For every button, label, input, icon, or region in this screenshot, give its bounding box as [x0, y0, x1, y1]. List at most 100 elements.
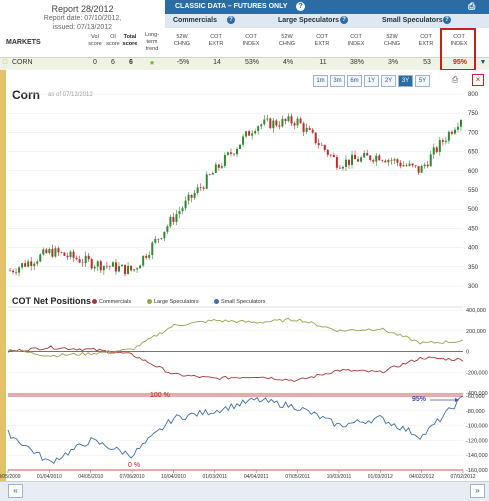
price-candle — [178, 211, 181, 215]
price-candle — [63, 252, 66, 256]
price-candle — [257, 126, 260, 132]
zoom-1y-button[interactable]: 1Y — [364, 75, 379, 87]
price-candle — [18, 267, 21, 273]
comm-cot-index: COT INDEX — [242, 34, 260, 47]
net-tick-label: -200,000 — [466, 370, 488, 376]
price-candle — [399, 162, 402, 167]
print-icon[interactable]: ⎙ — [468, 1, 476, 11]
price-candle — [66, 255, 69, 258]
small-tick-label: -160,000 — [466, 468, 488, 474]
report-title: Report 28/2012 — [51, 4, 114, 14]
small-52w-chng: 52W CHNG — [383, 34, 401, 47]
x-tick-label: 04/04/2011 — [244, 474, 269, 480]
chart-asof: as of 07/13/2012 — [48, 92, 93, 98]
close-icon[interactable]: × — [472, 74, 484, 86]
price-candle — [435, 147, 438, 152]
price-candle — [54, 248, 57, 257]
price-candle — [142, 255, 145, 266]
price-candle — [36, 261, 39, 264]
row-expand-icon[interactable]: ▼ — [479, 59, 487, 66]
zoom-3m-button[interactable]: 3m — [330, 75, 345, 87]
price-candle — [375, 155, 378, 162]
price-candle — [229, 152, 232, 154]
price-tick-label: 550 — [468, 188, 479, 194]
price-candle — [130, 265, 133, 271]
price-tick-label: 300 — [468, 284, 479, 290]
row-marker-icon: □ — [2, 59, 8, 66]
price-candle — [444, 140, 447, 142]
price-candle — [102, 265, 105, 271]
report-issued: issued: 07/13/2012 — [52, 24, 113, 31]
zoom-1m-button[interactable]: 1m — [313, 75, 328, 87]
net-series-line — [7, 345, 464, 383]
price-candle — [251, 133, 254, 136]
small-index: 95% — [452, 59, 467, 66]
group-small-speculators: Small Speculators — [382, 17, 443, 24]
price-candle — [108, 266, 111, 267]
print-icon[interactable]: ⎙ — [451, 75, 459, 84]
small-tick-label: -80,000 — [466, 409, 485, 415]
help-icon[interactable]: ? — [443, 16, 451, 24]
help-icon[interactable]: ? — [296, 2, 305, 11]
price-candle — [136, 268, 139, 270]
chart-title: Corn — [12, 88, 40, 102]
price-candle — [344, 159, 347, 167]
price-candle — [166, 226, 169, 232]
x-tick-label: 07/05/2011 — [285, 474, 310, 480]
price-candle — [299, 118, 302, 124]
price-candle — [354, 154, 357, 160]
pointer-arrowhead — [455, 398, 459, 402]
price-candle — [426, 164, 429, 167]
zoom-5y-button[interactable]: 5Y — [415, 75, 430, 87]
oi-score: 6 — [111, 59, 115, 66]
price-grid — [8, 93, 463, 287]
net-axis: 400,000 200,000 0 -200,000 -400,000 — [466, 308, 488, 397]
price-candle — [317, 143, 320, 146]
price-candle — [314, 132, 317, 144]
comm-52w: -5% — [176, 59, 190, 66]
price-candle — [124, 264, 127, 274]
price-candle — [45, 249, 48, 254]
net-grid — [8, 309, 463, 395]
zoom-2y-button[interactable]: 2Y — [381, 75, 396, 87]
scroll-right-button[interactable]: » — [470, 484, 485, 498]
small-cot-index: COT INDEX — [450, 34, 468, 47]
scroll-left-button[interactable]: « — [8, 484, 23, 498]
price-candle — [27, 261, 30, 267]
price-candle — [329, 154, 332, 156]
price-candle — [269, 118, 272, 129]
price-candle — [278, 125, 281, 127]
price-candle — [405, 165, 408, 166]
price-candle — [363, 153, 366, 158]
price-candle — [57, 248, 60, 253]
price-candle — [217, 164, 220, 168]
report-date: Report date: 07/10/2012, — [43, 15, 122, 22]
help-icon[interactable]: ? — [340, 16, 348, 24]
price-candle — [351, 154, 354, 165]
price-candle — [145, 255, 148, 258]
zoom-6m-button[interactable]: 6m — [347, 75, 362, 87]
price-candle — [48, 249, 51, 254]
price-candle — [308, 127, 311, 130]
small-tick-label: -140,000 — [466, 453, 488, 459]
small-52w: 3% — [387, 59, 399, 66]
large-extr: 11 — [319, 59, 327, 66]
small-cot-extr: COT EXTR — [418, 34, 434, 47]
price-candle — [15, 272, 18, 273]
price-candle — [239, 144, 242, 149]
price-candle — [39, 254, 42, 262]
col-oi-score: OI score — [106, 34, 120, 47]
price-candle — [232, 153, 235, 155]
price-candle — [184, 200, 187, 209]
price-candle — [381, 160, 384, 161]
price-candle — [366, 153, 369, 156]
zoom-3y-button[interactable]: 3Y — [398, 75, 413, 87]
price-candles — [9, 113, 462, 277]
price-candle — [127, 265, 130, 274]
small-extr: 53 — [423, 59, 431, 66]
classic-data-title: CLASSIC DATA – FUTURES ONLY — [175, 3, 288, 10]
comm-52w-chng: 52W CHNG — [173, 34, 191, 47]
price-candle — [51, 249, 54, 257]
help-icon[interactable]: ? — [227, 16, 235, 24]
